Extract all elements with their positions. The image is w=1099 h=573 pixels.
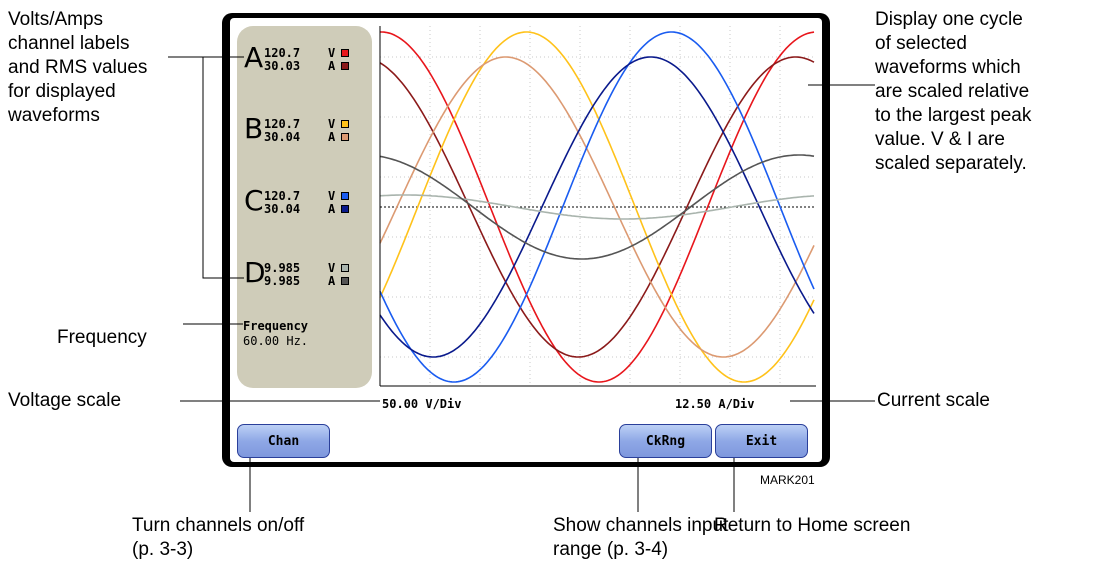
annotation-line: waveforms which: [875, 57, 1021, 78]
annotation-line: scaled separately.: [875, 153, 1027, 174]
annotation-line: to the largest peak: [875, 105, 1032, 126]
waveform-vd: [379, 194, 815, 220]
frequency-value: 60.00 Hz.: [243, 334, 309, 348]
volt-unit: V: [328, 117, 336, 131]
channel-c[interactable]: C 120.7 30.04 V A: [244, 187, 354, 219]
amp-unit: A: [328, 202, 336, 216]
annotation-line: Turn channels on/off: [132, 515, 305, 536]
figure-id: MARK201: [760, 473, 815, 487]
volt-color-swatch: [341, 264, 349, 272]
frequency-label: Frequency: [243, 319, 309, 333]
amp-unit: A: [328, 130, 336, 144]
annotation-line: Show channels input: [553, 515, 729, 536]
volt-color-swatch: [341, 120, 349, 128]
channel-letter: C: [244, 184, 264, 217]
annotation-turn-channels: Turn channels on/off (p. 3-3): [132, 514, 304, 562]
channel-volts: 120.7: [264, 46, 301, 60]
annotation-line: waveforms: [8, 105, 100, 126]
annotation-line: for displayed: [8, 81, 116, 102]
annotation-return-home: Return to Home screen: [714, 514, 910, 538]
amp-color-swatch: [341, 62, 349, 70]
annotation-line: and RMS values: [8, 57, 148, 78]
annotation-line: of selected: [875, 33, 967, 54]
exit-button[interactable]: Exit: [715, 424, 808, 458]
volt-color-swatch: [341, 192, 349, 200]
channel-panel: [237, 26, 372, 388]
waveform-vc: [379, 31, 815, 383]
waveform-id: [379, 154, 815, 260]
annotation-current-scale: Current scale: [877, 390, 990, 411]
volt-color-swatch: [341, 49, 349, 57]
amp-color-swatch: [341, 277, 349, 285]
channel-volts: 120.7: [264, 117, 301, 131]
annotation-channel-labels: Volts/Amps channel labels and RMS values…: [8, 8, 147, 128]
annotation-display-cycle: Display one cycle of selected waveforms …: [875, 8, 1031, 176]
waveforms: [379, 31, 815, 383]
amp-unit: A: [328, 274, 336, 288]
amp-color-swatch: [341, 205, 349, 213]
channel-letter: B: [244, 112, 264, 145]
channel-amps: 30.04: [264, 130, 301, 144]
volt-unit: V: [328, 261, 336, 275]
waveform-ib: [379, 56, 815, 358]
voltage-scale-label: 50.00 V/Div: [382, 397, 462, 411]
channel-letter: A: [244, 41, 264, 74]
annotation-voltage-scale: Voltage scale: [8, 390, 122, 411]
channel-amps: 9.985: [264, 274, 301, 288]
channel-b[interactable]: B 120.7 30.04 V A: [244, 115, 354, 147]
waveform-ic: [379, 56, 815, 358]
amp-color-swatch: [341, 133, 349, 141]
channel-amps: 30.04: [264, 202, 301, 216]
annotation-line: Display one cycle: [875, 9, 1023, 30]
annotation-line: Volts/Amps: [8, 9, 104, 30]
channel-letter: D: [244, 256, 266, 289]
volt-unit: V: [328, 189, 336, 203]
ckrng-button[interactable]: CkRng: [619, 424, 712, 458]
chan-button[interactable]: Chan: [237, 424, 330, 458]
annotation-line: Return to Home screen: [714, 515, 911, 536]
annotation-line: range (p. 3-4): [553, 539, 669, 560]
channel-amps: 30.03: [264, 59, 301, 73]
annotation-frequency: Frequency: [57, 327, 147, 348]
channel-a[interactable]: A 120.7 30.03 V A: [244, 44, 354, 76]
annotation-line: value. V & I are: [875, 129, 1005, 150]
amp-unit: A: [328, 59, 336, 73]
channel-volts: 9.985: [264, 261, 301, 275]
waveform-vb: [379, 31, 815, 383]
annotation-line: (p. 3-3): [132, 539, 194, 560]
waveform-va: [380, 31, 815, 383]
annotation-show-range: Show channels input range (p. 3-4): [553, 514, 728, 562]
volt-unit: V: [328, 46, 336, 60]
plot-grid: [380, 26, 815, 386]
annotation-line: are scaled relative: [875, 81, 1030, 102]
current-scale-label: 12.50 A/Div: [675, 397, 755, 411]
waveform-ia: [379, 56, 815, 358]
leader-channel-labels: [168, 56, 244, 279]
annotation-line: channel labels: [8, 33, 130, 54]
channel-d[interactable]: D 9.985 9.985 V A: [244, 259, 354, 291]
channel-volts: 120.7: [264, 189, 301, 203]
